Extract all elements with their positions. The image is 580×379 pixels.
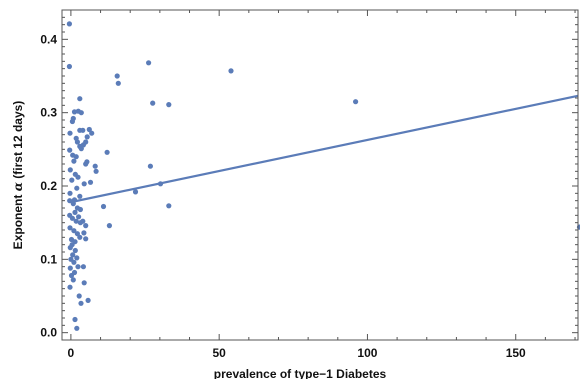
data-point [73, 154, 79, 160]
plot-frame [61, 9, 579, 341]
data-points [66, 21, 580, 331]
tick-labels: 0 50 100 150 0.0 0.1 0.2 0.3 0.4 [40, 32, 526, 360]
y-axis-title: Exponent α (first 12 days) [11, 101, 25, 250]
data-point [80, 127, 86, 133]
data-point [74, 325, 80, 331]
data-point [67, 284, 73, 290]
data-point [228, 68, 234, 74]
data-point [72, 247, 78, 254]
data-point [89, 130, 95, 136]
data-point [81, 230, 87, 236]
data-point [78, 300, 84, 306]
data-point [71, 259, 77, 265]
data-point [78, 110, 84, 116]
data-point [92, 163, 98, 169]
y-tick-label: 0.2 [40, 179, 57, 193]
data-point [115, 80, 121, 86]
data-point [80, 264, 86, 270]
x-tick-label: 0 [68, 346, 75, 360]
data-point [69, 177, 75, 183]
axis-ticks [62, 10, 578, 340]
data-point [80, 218, 86, 224]
y-tick-label: 0.0 [40, 326, 57, 340]
x-tick-label: 50 [212, 346, 226, 360]
data-point [71, 158, 77, 164]
data-point [166, 203, 172, 209]
y-axis-title-symbol: α [11, 182, 25, 191]
x-axis-title: prevalence of type−1 Diabetes [214, 367, 387, 379]
data-point [69, 118, 75, 125]
x-tick-label: 100 [357, 346, 377, 360]
data-point [67, 225, 73, 231]
data-point [67, 245, 73, 251]
data-point [84, 134, 90, 140]
data-point [74, 139, 80, 145]
data-point [76, 214, 82, 220]
data-point [69, 215, 75, 221]
data-point [77, 206, 83, 213]
data-point [132, 189, 139, 195]
y-tick-label: 0.3 [40, 106, 57, 120]
data-point [73, 218, 79, 224]
data-point [81, 280, 87, 286]
data-point [104, 149, 110, 155]
data-point [166, 102, 172, 108]
data-point [147, 163, 153, 169]
data-point [83, 236, 89, 242]
data-point [100, 203, 107, 210]
data-point [83, 161, 89, 167]
data-point [114, 73, 120, 79]
y-axis-title-suffix: (first 12 days) [11, 101, 25, 182]
data-point [75, 264, 81, 270]
x-tick-label: 150 [506, 346, 526, 360]
data-point [83, 223, 89, 229]
data-point [70, 277, 76, 283]
data-point [72, 209, 78, 215]
data-point [67, 147, 73, 153]
y-tick-label: 0.4 [40, 32, 57, 46]
y-tick-label: 0.1 [40, 252, 57, 266]
data-point [77, 234, 83, 240]
data-point [77, 96, 83, 102]
data-point [87, 179, 94, 185]
data-point [77, 193, 83, 199]
data-point [75, 174, 81, 180]
data-point [86, 126, 92, 133]
data-point [106, 223, 112, 229]
data-point [74, 185, 80, 191]
data-point [67, 190, 73, 196]
data-point [85, 297, 91, 303]
data-point [81, 181, 87, 187]
data-point [71, 228, 77, 234]
data-point [72, 316, 78, 323]
data-point [150, 100, 156, 106]
data-point [70, 252, 76, 258]
y-axis-title-prefix: Exponent [11, 191, 25, 249]
data-point [76, 293, 82, 299]
data-point [67, 130, 73, 136]
data-point [353, 99, 359, 105]
data-point [67, 265, 73, 271]
data-point [78, 146, 84, 152]
data-point [66, 63, 72, 70]
data-point [146, 60, 152, 66]
fit-line [70, 94, 579, 204]
data-point [74, 255, 80, 261]
data-point [67, 167, 73, 173]
data-point [66, 21, 72, 27]
data-point [68, 272, 75, 279]
data-point [93, 168, 99, 174]
